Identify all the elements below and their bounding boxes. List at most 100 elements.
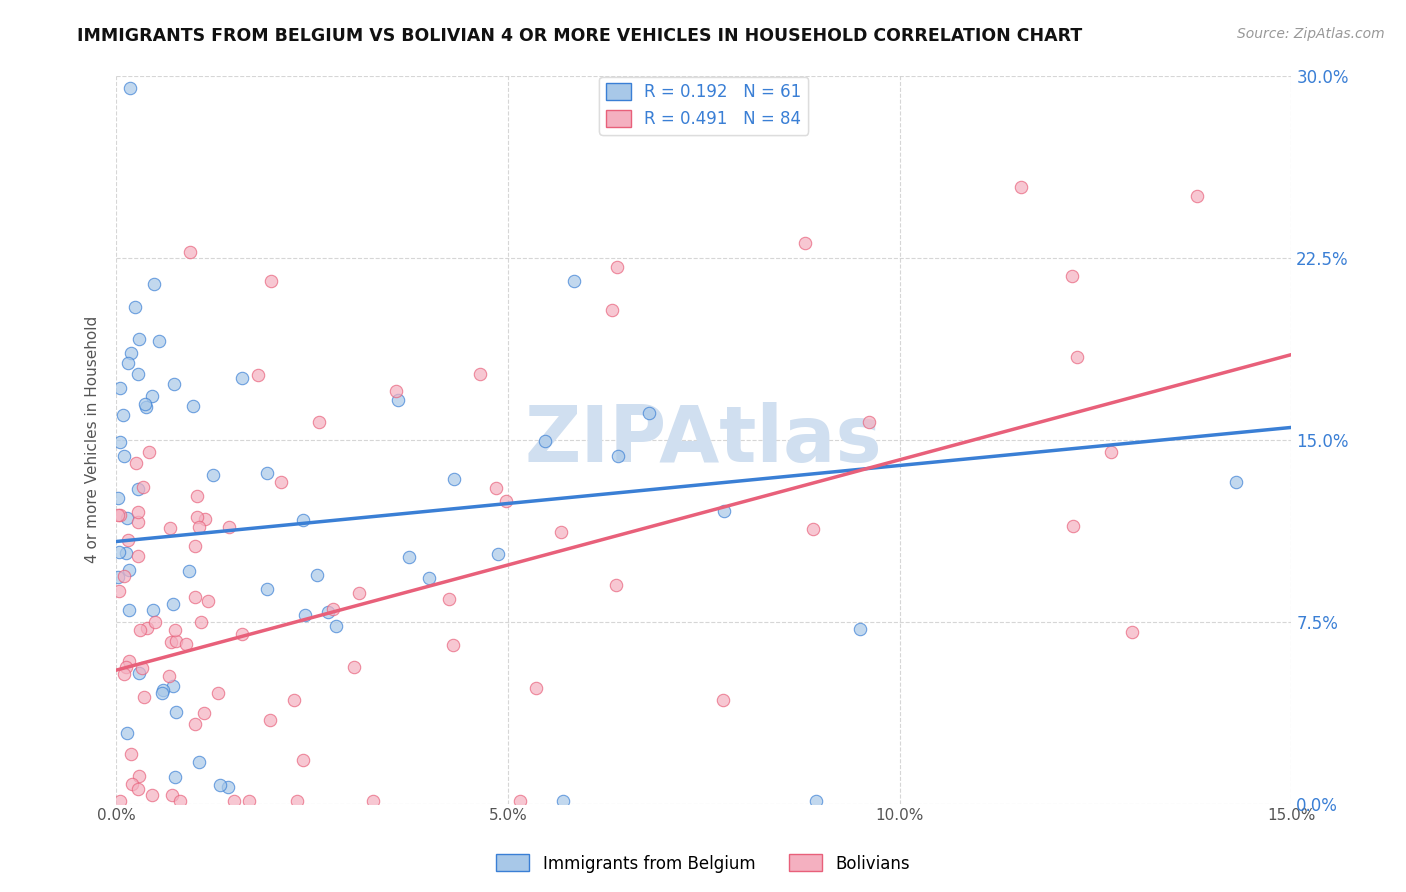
Point [190, 615, 212, 629]
Point [343, 659, 366, 673]
Point [256, 582, 278, 597]
Point [256, 467, 278, 481]
Point [534, 434, 557, 449]
Point [1185, 188, 1208, 202]
Text: ZIPAtlas: ZIPAtlas [524, 401, 883, 477]
Point [117, 356, 139, 370]
Point [600, 302, 623, 317]
Point [120, 346, 142, 360]
Point [162, 597, 184, 611]
Point [177, 564, 200, 578]
Point [117, 533, 139, 547]
Point [108, 435, 131, 450]
Point [108, 584, 131, 599]
Point [157, 669, 180, 683]
Point [115, 510, 138, 524]
Point [270, 475, 292, 489]
Point [107, 491, 129, 505]
Point [179, 245, 201, 260]
Point [384, 384, 406, 398]
Point [1060, 268, 1083, 283]
Point [305, 567, 328, 582]
Point [231, 371, 253, 385]
Point [218, 520, 240, 534]
Point [1099, 444, 1122, 458]
Point [110, 381, 132, 395]
Point [801, 522, 824, 536]
Point [187, 756, 209, 770]
Point [121, 776, 143, 790]
Point [794, 236, 817, 251]
Point [128, 666, 150, 681]
Point [125, 457, 148, 471]
Point [363, 794, 385, 808]
Point [127, 367, 149, 381]
Point [135, 621, 157, 635]
Point [165, 633, 187, 648]
Point [127, 781, 149, 796]
Point [468, 367, 491, 381]
Text: IMMIGRANTS FROM BELGIUM VS BOLIVIAN 4 OR MORE VEHICLES IN HOUSEHOLD CORRELATION : IMMIGRANTS FROM BELGIUM VS BOLIVIAN 4 OR… [77, 27, 1083, 45]
Point [231, 627, 253, 641]
Point [224, 794, 246, 808]
Point [128, 332, 150, 346]
Point [160, 634, 183, 648]
Point [551, 794, 574, 808]
Point [564, 274, 586, 288]
Point [316, 605, 339, 619]
Point [108, 544, 131, 558]
Point [127, 515, 149, 529]
Point [163, 770, 186, 784]
Point [194, 512, 217, 526]
Point [217, 780, 239, 794]
Point [485, 481, 508, 495]
Point [115, 725, 138, 739]
Point [308, 415, 330, 429]
Point [246, 368, 269, 383]
Point [186, 509, 208, 524]
Point [524, 681, 547, 695]
Point [183, 716, 205, 731]
Point [150, 686, 173, 700]
Point [387, 392, 409, 407]
Point [443, 472, 465, 486]
Point [184, 539, 207, 553]
Point [174, 637, 197, 651]
Point [128, 769, 150, 783]
Point [607, 450, 630, 464]
Point [107, 508, 129, 522]
Point [637, 406, 659, 420]
Y-axis label: 4 or more Vehicles in Household: 4 or more Vehicles in Household [86, 316, 100, 563]
Point [165, 624, 187, 638]
Point [606, 260, 628, 275]
Point [285, 794, 308, 808]
Point [107, 569, 129, 583]
Point [347, 586, 370, 600]
Point [141, 389, 163, 403]
Point [187, 520, 209, 534]
Point [112, 449, 135, 463]
Point [711, 693, 734, 707]
Point [294, 607, 316, 622]
Point [858, 415, 880, 429]
Point [159, 521, 181, 535]
Point [509, 794, 531, 808]
Point [208, 779, 231, 793]
Point [163, 376, 186, 391]
Point [138, 445, 160, 459]
Legend: R = 0.192   N = 61, R = 0.491   N = 84: R = 0.192 N = 61, R = 0.491 N = 84 [599, 77, 808, 135]
Point [1062, 518, 1084, 533]
Point [127, 482, 149, 496]
Point [495, 494, 517, 508]
Point [437, 591, 460, 606]
Point [486, 547, 509, 561]
Point [804, 794, 827, 808]
Point [849, 623, 872, 637]
Point [291, 513, 314, 527]
Point [108, 508, 131, 523]
Point [197, 594, 219, 608]
Point [169, 794, 191, 808]
Point [143, 277, 166, 291]
Point [238, 794, 260, 808]
Point [112, 666, 135, 681]
